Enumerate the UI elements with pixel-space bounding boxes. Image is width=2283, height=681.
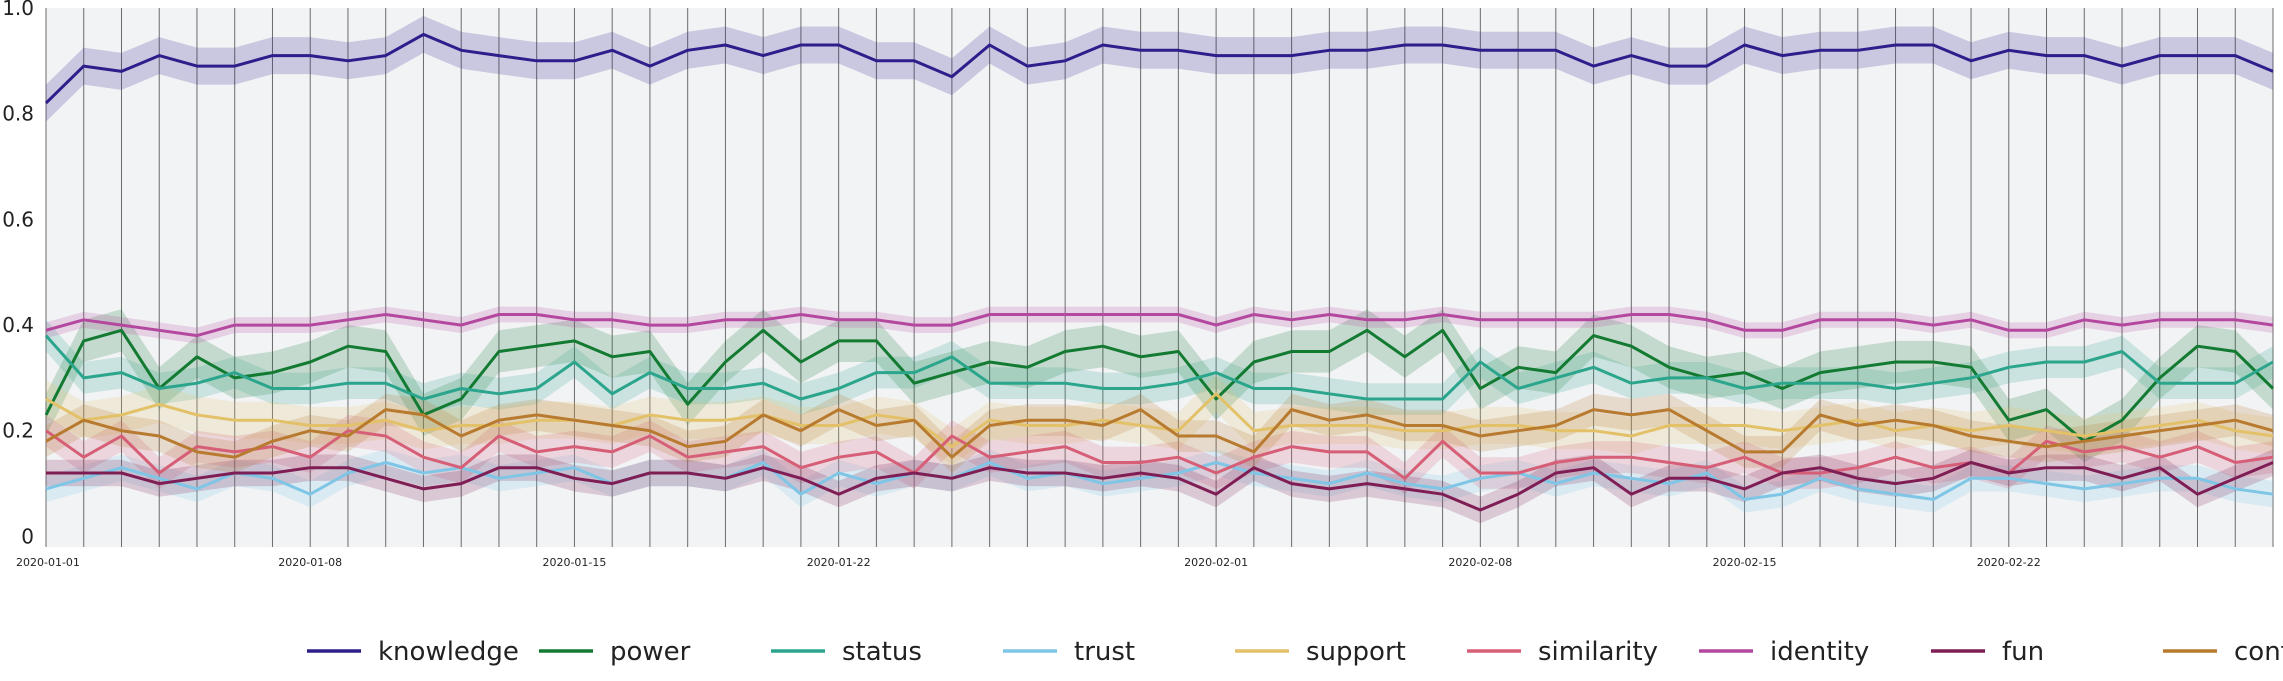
- legend-label-similarity: similarity: [1538, 637, 1658, 667]
- x-tick-label: 2020-01-01: [16, 556, 80, 569]
- band-conflict: [46, 393, 2273, 473]
- line-support: [45, 392, 2274, 449]
- band-support: [46, 375, 2273, 466]
- plot-background: [46, 8, 2273, 547]
- band-similarity: [46, 414, 2273, 495]
- x-axis-tick-labels: 2020-01-01 2020-01-08 2020-01-15 2020-01-22…: [16, 556, 2041, 569]
- x-tick-label: 2020-02-15: [1713, 556, 1777, 569]
- x-tick-label: 2020-02-01: [1184, 556, 1248, 569]
- band-trust: [46, 449, 2273, 513]
- y-tick-label: 0.8: [2, 102, 34, 126]
- y-tick-label: 1.0: [2, 0, 34, 20]
- x-tick-label: 2020-01-15: [542, 556, 606, 569]
- y-tick-label: 0: [21, 524, 34, 548]
- legend-label-identity: identity: [1770, 637, 1869, 667]
- x-tick-label: 2020-02-22: [1977, 556, 2041, 569]
- line-status: [44, 334, 2274, 401]
- legend-label-conflict: conflict: [2234, 637, 2283, 667]
- legend-label-trust: trust: [1074, 637, 1135, 667]
- band-fun: [46, 449, 2273, 524]
- band-power: [46, 309, 2273, 463]
- legend: knowledge power status trust support similari…: [307, 637, 2283, 667]
- line-similarity: [45, 429, 2274, 480]
- band-knowledge: [46, 15, 2273, 122]
- legend-label-support: support: [1306, 637, 1406, 667]
- series-lines: [44, 32, 2275, 512]
- y-tick-label: 0.6: [2, 207, 34, 231]
- legend-label-fun: fun: [2002, 637, 2044, 667]
- legend-label-power: power: [610, 637, 691, 667]
- line-knowledge: [44, 32, 2274, 105]
- legend-label-status: status: [842, 637, 922, 667]
- confidence-bands: [46, 15, 2273, 524]
- line-conflict: [45, 408, 2274, 459]
- line-fun: [46, 461, 2274, 512]
- x-tick-label: 2020-01-08: [278, 556, 342, 569]
- band-identity: [46, 306, 2273, 344]
- y-tick-label: 0.4: [2, 313, 34, 337]
- y-tick-label: 0.2: [2, 419, 34, 443]
- band-status: [46, 319, 2273, 415]
- line-identity: [45, 313, 2274, 338]
- y-axis-tick-labels: 0 0.2 0.4 0.6 0.8 1.0: [2, 0, 34, 548]
- legend-label-knowledge: knowledge: [378, 637, 519, 667]
- x-tick-label: 2020-01-22: [807, 556, 871, 569]
- line-power: [44, 328, 2275, 443]
- x-tick-label: 2020-02-08: [1448, 556, 1512, 569]
